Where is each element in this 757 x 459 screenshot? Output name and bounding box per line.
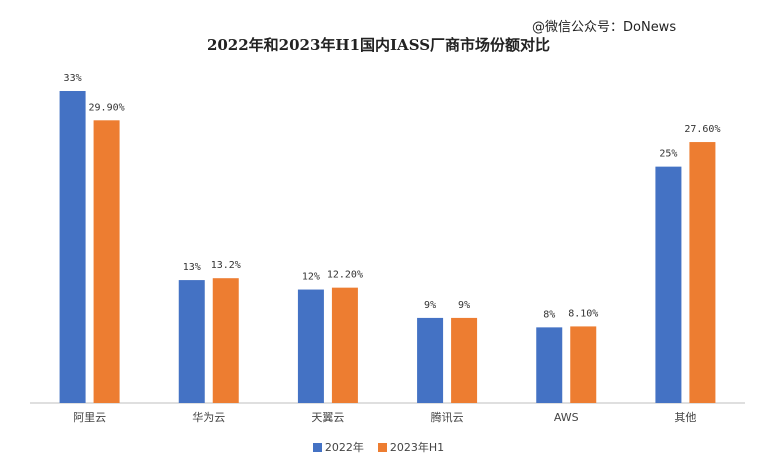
legend-swatch-2023h1 <box>377 442 387 452</box>
data-label-2022-4: 8% <box>543 309 555 320</box>
data-label-2023h1-2: 12.20% <box>327 270 363 281</box>
data-label-2022-1: 13% <box>183 262 201 273</box>
bar-2022-0[interactable] <box>59 91 86 403</box>
data-label-2022-0: 33% <box>64 73 82 84</box>
x-tick-label-4: AWS <box>554 411 579 424</box>
legend: 2022年 2023年H1 <box>0 439 757 455</box>
legend-swatch-2022 <box>312 442 322 452</box>
x-tick-label-3: 腾讯云 <box>431 410 464 424</box>
bar-2022-1[interactable] <box>178 280 205 403</box>
legend-item-2023h1[interactable]: 2023年H1 <box>377 439 445 455</box>
bar-2023h1-1[interactable] <box>212 278 239 403</box>
bar-2023h1-2[interactable] <box>331 287 358 403</box>
bar-2023h1-4[interactable] <box>570 326 597 403</box>
data-label-2023h1-5: 27.60% <box>684 124 720 135</box>
data-label-2022-5: 25% <box>659 149 677 160</box>
bar-2023h1-3[interactable] <box>451 317 478 403</box>
data-label-2022-2: 12% <box>302 272 320 283</box>
x-tick-label-1: 华为云 <box>192 410 225 424</box>
data-label-2023h1-0: 29.90% <box>89 102 125 113</box>
legend-item-2022[interactable]: 2022年 <box>312 439 364 455</box>
bar-2022-5[interactable] <box>655 166 682 403</box>
legend-label-2023h1: 2023年H1 <box>389 441 445 454</box>
x-tick-label-2: 天翼云 <box>311 411 344 424</box>
data-label-2023h1-4: 8.10% <box>568 308 598 319</box>
legend-label-2022: 2022年 <box>324 441 364 454</box>
data-label-2022-3: 9% <box>424 300 436 311</box>
data-label-2023h1-1: 13.2% <box>211 260 241 271</box>
x-tick-label-5: 其他 <box>674 411 696 424</box>
bar-2022-2[interactable] <box>297 289 324 403</box>
watermark: @微信公众号：DoNews <box>532 20 677 35</box>
bar-2023h1-5[interactable] <box>689 142 716 403</box>
x-tick-label-0: 阿里云 <box>73 411 106 424</box>
chart-title: 2022年和2023年H1国内IASS厂商市场份额对比 <box>206 36 551 54</box>
bar-2022-4[interactable] <box>536 327 563 403</box>
data-label-2023h1-3: 9% <box>458 300 470 311</box>
bar-2023h1-0[interactable] <box>93 120 120 404</box>
bar-2022-3[interactable] <box>417 317 444 403</box>
